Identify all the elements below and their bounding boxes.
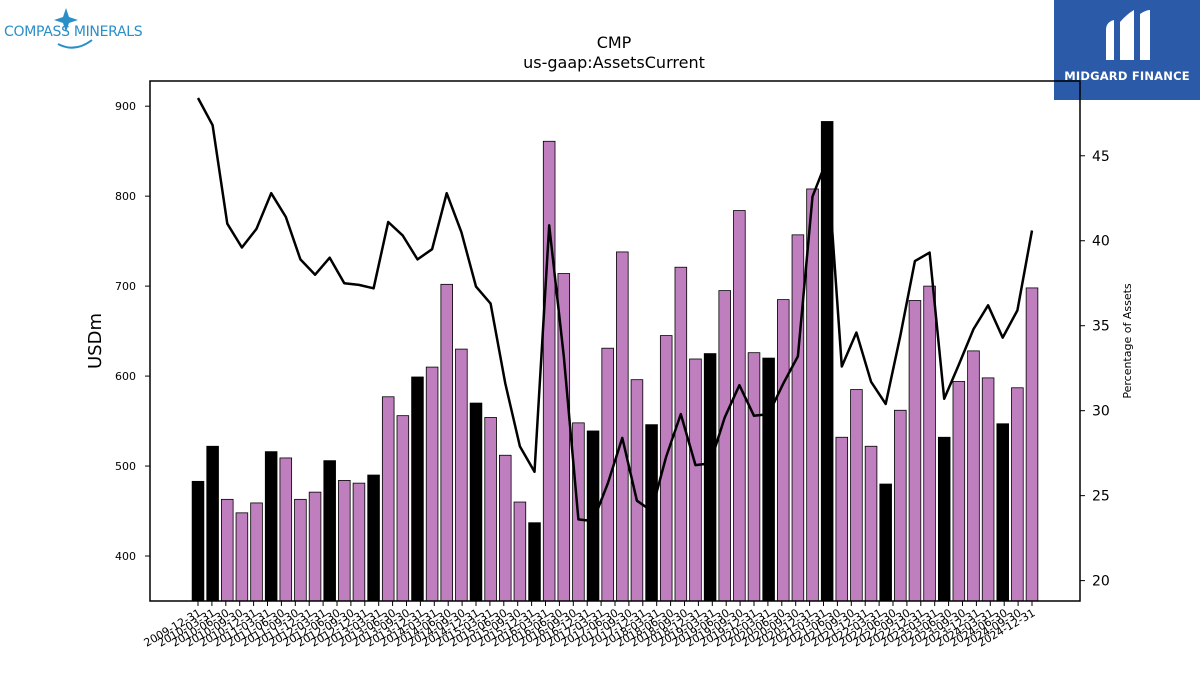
bar [952, 381, 966, 602]
right-logo-text: MIDGARD FINANCE [1064, 69, 1190, 83]
bar [235, 512, 249, 602]
bar [381, 396, 395, 602]
y-tick-label: 900 [115, 100, 136, 113]
y2-tick-label: 20 [1092, 574, 1110, 590]
bar [996, 423, 1009, 602]
compass-star-icon [54, 8, 93, 49]
bar [850, 389, 863, 602]
bar [542, 140, 556, 602]
bar [762, 357, 775, 602]
bar [791, 234, 805, 602]
y-tick-label: 600 [115, 370, 136, 383]
bar [718, 290, 731, 602]
y-axis-left: 400 500 600 700 800 900 [115, 100, 150, 563]
bar [733, 210, 746, 602]
y2-axis-label: Percentage of Assets [1121, 283, 1134, 399]
bar [645, 424, 658, 602]
bar [835, 436, 849, 602]
bar [279, 457, 293, 602]
midgard-m-icon [1106, 10, 1150, 60]
bar [250, 502, 263, 602]
x-axis: 2009-12-312010-03-312010-06-302010-09-30… [142, 601, 1038, 650]
bar [425, 366, 439, 602]
line-series [196, 97, 1034, 523]
y2-tick-label: 30 [1092, 404, 1110, 420]
midgard-finance-logo: MIDGARD FINANCE [1054, 0, 1200, 100]
bar [616, 251, 629, 602]
bar [894, 409, 907, 602]
bar [937, 436, 951, 602]
percentage-line [196, 97, 1034, 523]
y2-tick-label: 40 [1092, 234, 1110, 250]
bar [338, 480, 351, 602]
bar [191, 480, 205, 602]
y-tick-label: 400 [115, 550, 136, 563]
bar [323, 460, 336, 602]
bar [777, 299, 790, 602]
bar [440, 283, 453, 602]
bar [294, 498, 307, 602]
bar [981, 377, 995, 602]
y2-tick-label: 45 [1092, 149, 1110, 165]
y-axis-label: USDm [85, 313, 106, 369]
bar [689, 358, 702, 602]
bar [967, 350, 980, 602]
left-logo-text: COMPASS MINERALS [4, 24, 143, 40]
y-axis-right: 20 25 30 35 40 45 [1080, 149, 1110, 590]
y-tick-label: 800 [115, 190, 136, 203]
compass-minerals-logo: COMPASS MINERALS [4, 4, 149, 54]
bar-series [191, 121, 1039, 602]
bar [1011, 387, 1024, 602]
y2-tick-label: 35 [1092, 319, 1110, 335]
chart-title: CMP [596, 33, 632, 52]
bar [879, 483, 892, 602]
bar [308, 491, 322, 602]
bar [908, 300, 922, 602]
bar [396, 415, 410, 602]
bar [674, 266, 688, 602]
bar [206, 445, 219, 602]
bar [352, 482, 366, 602]
bar [484, 417, 497, 602]
bar [513, 501, 527, 602]
bar [264, 451, 278, 602]
bar [820, 121, 834, 602]
bar [586, 430, 600, 602]
bar [221, 498, 234, 602]
bar [528, 522, 541, 602]
bar [630, 379, 644, 602]
bar [1025, 287, 1039, 602]
bar [469, 402, 483, 602]
bar [923, 285, 936, 602]
y2-tick-label: 25 [1092, 489, 1110, 505]
bar [499, 454, 512, 602]
bar [864, 445, 878, 602]
bar [703, 353, 717, 602]
chart-subtitle: us-gaap:AssetsCurrent [523, 53, 705, 72]
y-tick-label: 500 [115, 460, 136, 473]
bar [367, 474, 380, 602]
y-tick-label: 700 [115, 280, 136, 293]
bar [411, 376, 424, 602]
bar [455, 348, 468, 602]
bar [747, 352, 761, 602]
